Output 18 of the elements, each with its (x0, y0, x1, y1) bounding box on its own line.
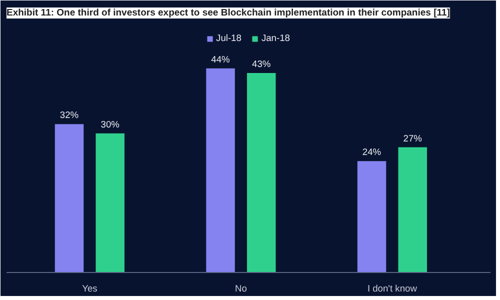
data-label: 27% (403, 133, 422, 144)
x-tick-label: I don't know (367, 284, 418, 294)
bar (357, 161, 386, 272)
bar (398, 147, 427, 272)
data-label: 24% (362, 147, 382, 158)
chart-title: Exhibit 11: One third of investors expect to see Blockchain implementation in their companies [11] (6, 8, 450, 18)
bar (206, 68, 235, 272)
x-tick-label: No (234, 284, 247, 294)
data-label: 43% (252, 59, 271, 70)
bar (54, 124, 84, 272)
data-label: 44% (211, 54, 230, 64)
legend-label: Jan-18 (261, 33, 290, 43)
x-tick-label: Yes (82, 284, 98, 294)
data-label: 32% (60, 110, 79, 120)
legend-label: Jul-18 (216, 33, 242, 43)
bar (246, 73, 276, 272)
data-label: 30% (100, 119, 120, 130)
bar (96, 133, 124, 272)
